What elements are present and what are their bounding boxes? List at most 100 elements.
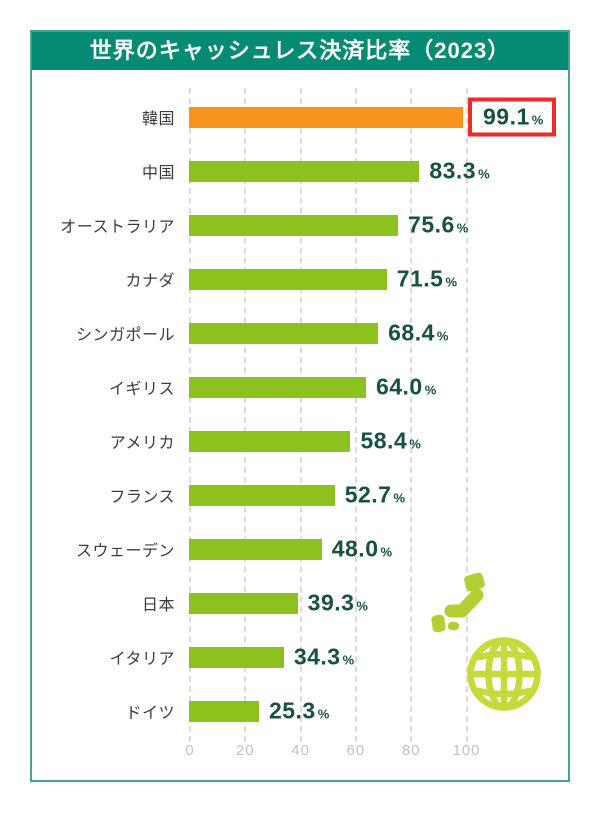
country-label: イギリス — [108, 381, 175, 398]
bar-track: 52.7% — [189, 481, 568, 508]
percent-sign: % — [456, 220, 469, 236]
x-tick-label: 60 — [346, 742, 366, 759]
value-number: 25.3 — [268, 697, 316, 724]
value-bar — [189, 430, 351, 452]
bar-row: 日本 39.3% — [32, 576, 568, 630]
x-tick-label: 40 — [291, 742, 310, 759]
bar-row: アメリカ 58.4% — [32, 414, 568, 468]
percent-sign: % — [445, 274, 458, 290]
value-label: 48.0% — [331, 535, 393, 562]
chart-title: 世界のキャッシュレス決済比率（2023） — [89, 38, 511, 63]
percent-sign: % — [356, 598, 368, 614]
bar-track: 34.3% — [189, 643, 568, 670]
percent-sign: % — [393, 490, 406, 506]
gridline — [410, 88, 413, 742]
value-bar — [189, 592, 298, 614]
country-label: アメリカ — [109, 435, 175, 452]
value-label: 68.4% — [388, 319, 449, 346]
bar-track: 48.0% — [189, 535, 568, 562]
percent-sign: % — [424, 382, 437, 398]
value-bar — [189, 700, 259, 722]
country-label: ドイツ — [125, 705, 175, 722]
gridline — [354, 88, 357, 742]
bar-row: 韓国 99.1% — [32, 90, 568, 144]
value-bar — [189, 646, 284, 668]
value-label: 34.3% — [293, 643, 355, 670]
x-tick-label: 100 — [452, 742, 481, 759]
country-label: 中国 — [141, 165, 175, 182]
value-bar — [189, 214, 399, 236]
bar-row: スウェーデン 48.0% — [32, 522, 568, 576]
value-number: 64.0 — [375, 373, 423, 400]
country-label: イタリア — [109, 651, 175, 668]
country-label: フランス — [109, 489, 175, 506]
country-label: 日本 — [141, 597, 175, 614]
value-label: 58.4% — [360, 427, 421, 454]
percent-sign: % — [478, 166, 490, 182]
percent-sign: % — [317, 706, 330, 722]
bar-track: 64.0% — [189, 373, 568, 400]
x-tick-label: 0 — [185, 742, 195, 759]
value-number: 52.7 — [344, 481, 392, 508]
value-bar — [189, 484, 335, 506]
bar-track: 58.4% — [189, 427, 568, 454]
percent-sign: % — [380, 544, 393, 560]
value-label: 25.3% — [268, 697, 330, 724]
bar-row: シンガポール 68.4% — [32, 306, 568, 360]
value-number: 58.4 — [360, 427, 408, 454]
value-bar — [189, 160, 420, 182]
value-bar — [189, 538, 322, 560]
value-number: 75.6 — [408, 211, 455, 238]
bar-row: ドイツ 25.3% — [32, 684, 568, 738]
bar-rows: 韓国 99.1% 中国 83.3% オーストラリア 75.6% カナダ 71.5… — [32, 70, 568, 738]
value-number: 48.0 — [331, 535, 379, 562]
bar-track: 75.6% — [189, 211, 568, 238]
country-label: オーストラリア — [60, 219, 175, 236]
bar-row: イタリア 34.3% — [32, 630, 568, 684]
value-number: 83.3 — [429, 157, 477, 184]
bar-row: フランス 52.7% — [32, 468, 568, 522]
value-number: 99.1 — [483, 103, 530, 130]
country-label: 韓国 — [141, 111, 175, 128]
value-label: 71.5% — [396, 265, 458, 292]
gridline — [299, 88, 302, 742]
value-number: 68.4 — [388, 319, 435, 346]
percent-sign: % — [436, 328, 449, 344]
bar-row: イギリス 64.0% — [32, 360, 568, 414]
value-label: 83.3% — [429, 157, 490, 184]
bar-track: 39.3% — [189, 589, 568, 616]
value-bar — [189, 106, 463, 128]
country-label: シンガポール — [75, 327, 175, 344]
x-tick-label: 20 — [235, 742, 255, 759]
bar-row: 中国 83.3% — [32, 144, 568, 198]
value-label: 75.6% — [408, 211, 469, 238]
value-number: 34.3 — [293, 643, 341, 670]
gridline — [244, 88, 247, 742]
gridline — [465, 88, 468, 742]
bar-track: 25.3% — [189, 697, 568, 724]
bar-track: 71.5% — [189, 265, 568, 292]
value-label: 52.7% — [344, 481, 406, 508]
bar-row: カナダ 71.5% — [32, 252, 568, 306]
value-label: 99.1% — [468, 97, 557, 137]
bar-chart: 韓国 99.1% 中国 83.3% オーストラリア 75.6% カナダ 71.5… — [32, 70, 568, 780]
x-axis: 0 20 40 60 80 100 — [32, 742, 568, 764]
percent-sign: % — [409, 436, 421, 452]
bar-row: オーストラリア 75.6% — [32, 198, 568, 252]
value-bar — [189, 376, 366, 398]
value-bar — [189, 322, 379, 344]
value-bar — [189, 268, 387, 290]
globe-icon — [467, 637, 541, 711]
japan-map-icon — [431, 572, 485, 633]
value-label: 64.0% — [375, 373, 437, 400]
country-label: スウェーデン — [75, 543, 175, 560]
gridline — [189, 88, 191, 742]
bar-track: 83.3% — [189, 157, 568, 184]
percent-sign: % — [531, 112, 544, 128]
x-tick-label: 80 — [401, 742, 421, 759]
value-label: 39.3% — [307, 589, 368, 616]
value-number: 39.3 — [307, 589, 355, 616]
country-label: カナダ — [125, 273, 175, 290]
percent-sign: % — [342, 652, 355, 668]
value-number: 71.5 — [396, 265, 444, 292]
